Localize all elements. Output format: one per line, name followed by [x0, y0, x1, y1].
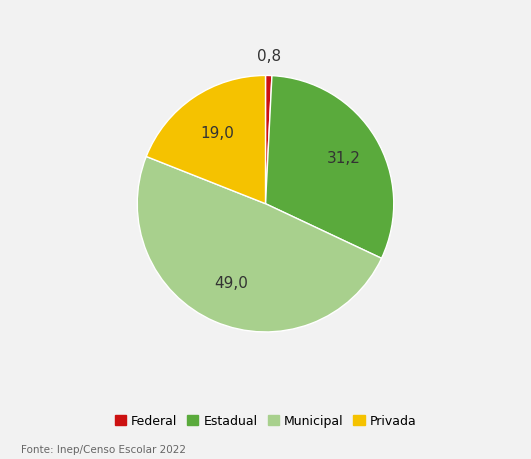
- Text: 0,8: 0,8: [257, 49, 281, 63]
- Wedge shape: [146, 76, 266, 204]
- Text: 19,0: 19,0: [200, 126, 234, 141]
- Wedge shape: [266, 77, 394, 259]
- Wedge shape: [137, 157, 382, 332]
- Legend: Federal, Estadual, Municipal, Privada: Federal, Estadual, Municipal, Privada: [109, 409, 422, 432]
- Text: 49,0: 49,0: [215, 275, 249, 291]
- Wedge shape: [266, 76, 272, 204]
- Text: Fonte: Inep/Censo Escolar 2022: Fonte: Inep/Censo Escolar 2022: [21, 444, 186, 454]
- Text: 31,2: 31,2: [327, 150, 360, 165]
